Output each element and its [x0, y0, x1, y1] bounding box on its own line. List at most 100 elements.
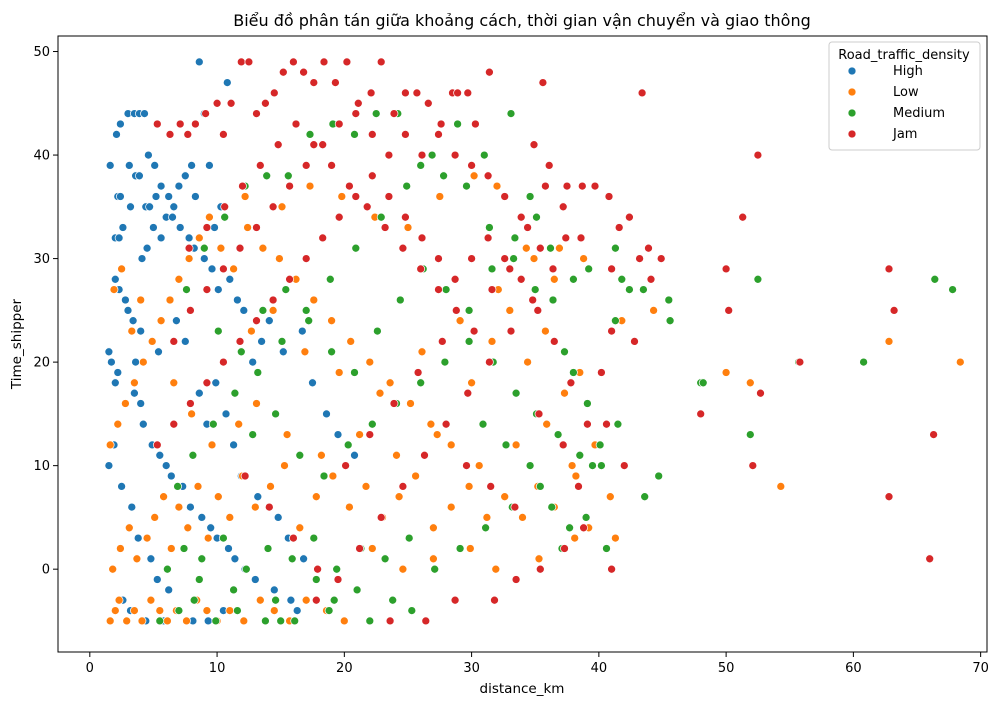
- data-point: [297, 326, 307, 336]
- data-point: [411, 471, 420, 481]
- data-point: [351, 109, 361, 118]
- data-point: [197, 554, 207, 564]
- data-point: [203, 533, 213, 543]
- data-point: [597, 368, 606, 377]
- data-point: [467, 161, 476, 170]
- data-point: [529, 140, 539, 150]
- data-point: [182, 616, 191, 626]
- data-point: [164, 585, 174, 595]
- data-point: [155, 606, 165, 615]
- data-point: [745, 430, 755, 439]
- data-point: [269, 585, 279, 595]
- data-point: [534, 554, 544, 564]
- data-point: [236, 57, 246, 67]
- data-point: [277, 337, 287, 346]
- data-point: [361, 482, 371, 491]
- data-point: [252, 316, 261, 326]
- data-point: [149, 223, 158, 232]
- data-point: [311, 575, 321, 584]
- data-point: [299, 67, 308, 77]
- data-point: [156, 181, 166, 191]
- data-point: [130, 388, 139, 398]
- data-point: [268, 306, 278, 315]
- data-point: [427, 150, 437, 160]
- data-point: [525, 461, 535, 470]
- data-point: [430, 564, 440, 574]
- data-point: [173, 482, 182, 491]
- data-point: [464, 337, 474, 346]
- data-point: [193, 482, 203, 491]
- x-axis-label: distance_km: [480, 681, 565, 697]
- data-point: [343, 440, 353, 450]
- data-point: [213, 492, 223, 502]
- data-point: [602, 419, 611, 429]
- data-point: [114, 595, 124, 605]
- data-point: [132, 554, 142, 564]
- data-point: [213, 326, 223, 336]
- data-point: [109, 285, 119, 294]
- data-point: [607, 564, 616, 574]
- data-point: [355, 430, 364, 439]
- data-point: [235, 243, 245, 253]
- data-point: [337, 192, 347, 201]
- data-point: [333, 575, 343, 584]
- data-point: [432, 430, 442, 439]
- data-point: [281, 285, 291, 294]
- data-point: [285, 274, 294, 284]
- data-point: [262, 171, 272, 181]
- data-point: [289, 533, 298, 543]
- data-point: [244, 57, 254, 67]
- data-point: [884, 264, 894, 274]
- data-point: [398, 564, 408, 574]
- data-point: [367, 171, 377, 181]
- data-point: [462, 461, 471, 470]
- data-point: [530, 285, 540, 294]
- data-point: [463, 88, 473, 98]
- data-point: [583, 399, 592, 408]
- data-point: [211, 378, 221, 388]
- data-point: [221, 409, 231, 419]
- data-point: [506, 109, 516, 118]
- data-point: [423, 98, 433, 108]
- data-point: [547, 502, 557, 512]
- data-point: [884, 492, 894, 502]
- data-point: [345, 181, 354, 191]
- data-point: [748, 461, 758, 470]
- data-point: [500, 254, 510, 263]
- data-point: [104, 347, 114, 357]
- data-point: [467, 254, 476, 263]
- data-point: [169, 419, 179, 429]
- data-point: [319, 471, 329, 481]
- data-point: [283, 171, 293, 181]
- data-point: [186, 502, 195, 512]
- data-point: [334, 119, 344, 129]
- data-point: [429, 523, 438, 533]
- data-point: [491, 564, 501, 574]
- data-point: [341, 461, 350, 470]
- data-point: [516, 212, 526, 222]
- data-point: [305, 130, 315, 139]
- data-point: [292, 606, 302, 615]
- data-point: [352, 585, 362, 595]
- data-point: [375, 388, 385, 398]
- data-point: [273, 140, 283, 150]
- data-point: [226, 98, 236, 108]
- data-point: [239, 306, 249, 315]
- data-point: [403, 223, 413, 232]
- data-point: [948, 285, 957, 294]
- data-point: [416, 161, 426, 170]
- data-point: [500, 492, 510, 502]
- data-point: [261, 98, 270, 108]
- data-point: [518, 513, 527, 522]
- data-point: [417, 347, 427, 357]
- data-point: [180, 337, 190, 346]
- data-point: [509, 254, 518, 263]
- data-point: [186, 399, 195, 408]
- data-point: [309, 140, 319, 150]
- data-point: [351, 243, 361, 253]
- data-point: [258, 243, 268, 253]
- data-point: [351, 192, 361, 201]
- data-point: [625, 212, 634, 222]
- data-point: [607, 326, 616, 336]
- data-point: [367, 419, 377, 429]
